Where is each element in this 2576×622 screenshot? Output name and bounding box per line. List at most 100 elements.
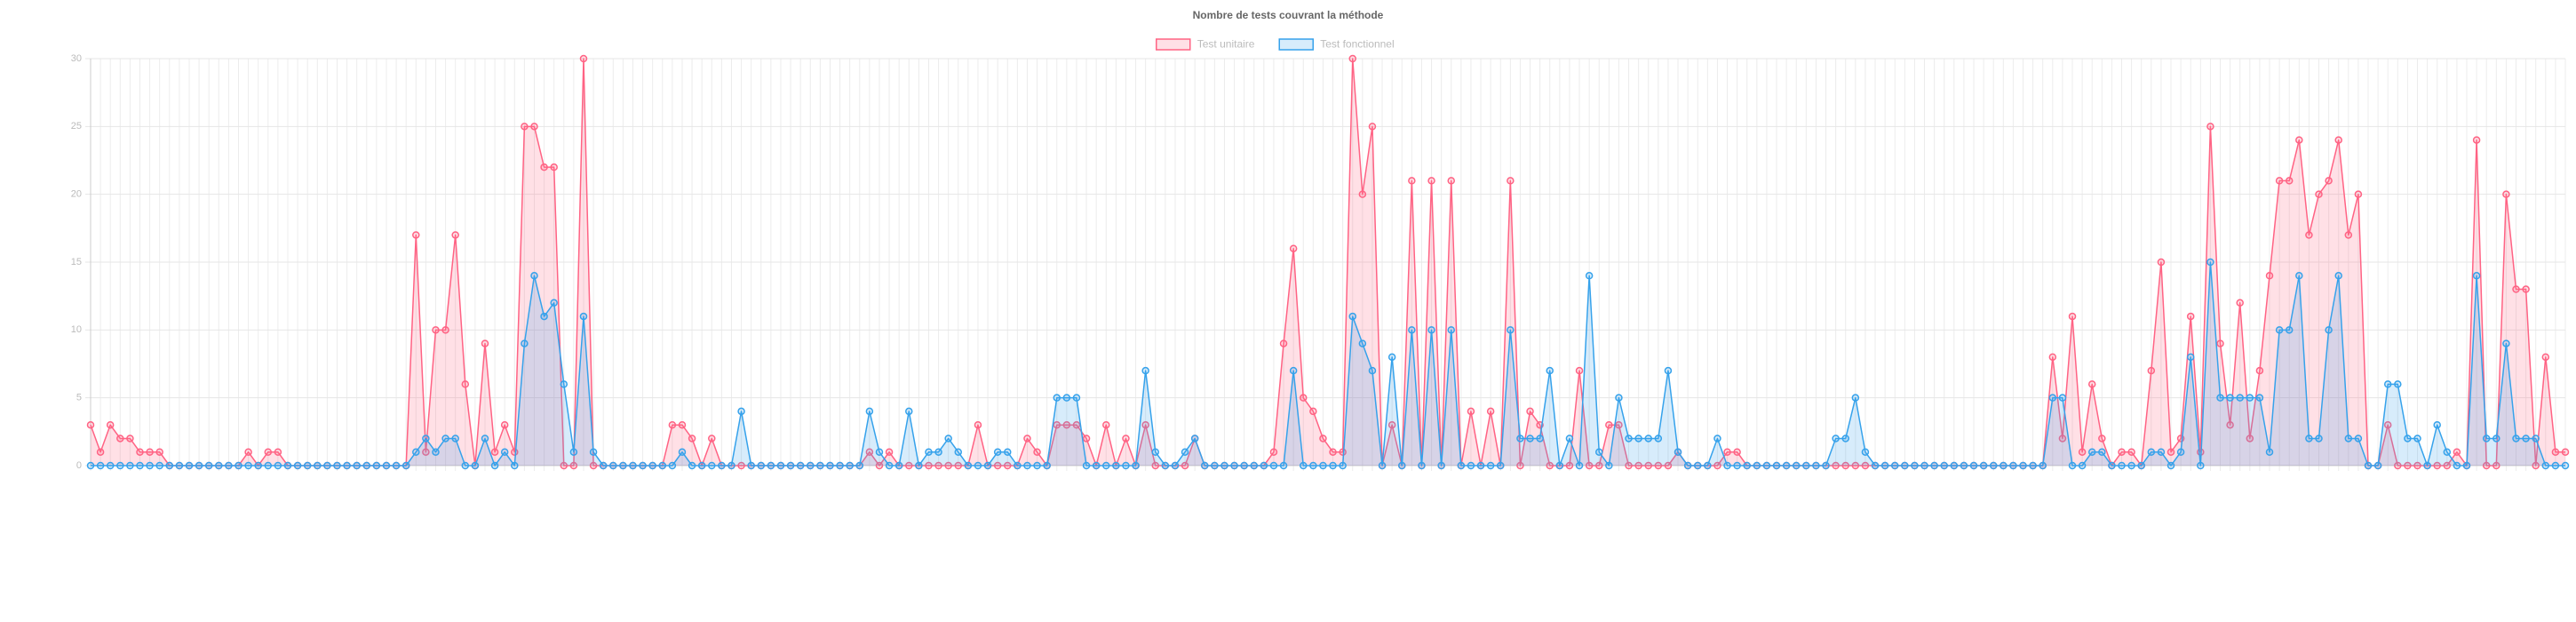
data-point	[1437, 461, 1445, 470]
data-point	[481, 435, 489, 443]
data-point	[441, 435, 449, 443]
data-point	[2000, 461, 2008, 470]
data-point	[2206, 123, 2214, 131]
data-point	[1004, 461, 1012, 470]
data-point	[560, 380, 568, 388]
data-point	[855, 461, 864, 470]
data-point	[1594, 448, 1603, 456]
data-point	[1654, 435, 1663, 443]
data-point	[1683, 461, 1692, 470]
legend-swatch	[1156, 38, 1191, 51]
data-point	[2127, 461, 2135, 470]
data-point	[1812, 461, 1820, 470]
data-point	[2325, 326, 2333, 334]
data-point	[471, 461, 480, 470]
data-point	[2295, 272, 2303, 280]
data-point	[521, 339, 529, 347]
data-point	[540, 312, 548, 321]
data-point	[1762, 461, 1771, 470]
data-point	[1023, 461, 1031, 470]
data-point	[1023, 435, 1031, 443]
data-point	[490, 461, 499, 470]
data-point	[1141, 420, 1149, 429]
data-point	[836, 461, 844, 470]
data-point	[1565, 435, 1574, 443]
y-tick-label: 30	[71, 53, 82, 64]
data-point	[658, 461, 667, 470]
data-point	[1132, 461, 1140, 470]
data-point	[235, 461, 242, 470]
data-point	[2482, 461, 2491, 470]
data-point	[136, 448, 144, 456]
data-point	[2176, 448, 2185, 456]
data-point	[1871, 461, 1880, 470]
data-point	[2236, 394, 2244, 402]
data-point	[2157, 448, 2166, 456]
data-point	[96, 448, 105, 456]
data-point	[1004, 448, 1012, 456]
data-point	[1802, 461, 1810, 470]
data-point	[1319, 435, 1327, 443]
data-point	[1950, 461, 1959, 470]
data-point	[944, 435, 952, 443]
data-point	[1822, 461, 1830, 470]
legend-item: Test fonctionnel	[1278, 38, 1395, 51]
data-point	[1358, 190, 1367, 198]
data-point	[392, 461, 401, 470]
data-point	[2354, 435, 2363, 443]
data-point	[2246, 394, 2254, 402]
data-point	[1851, 394, 1860, 402]
data-point	[905, 461, 913, 470]
data-point	[2532, 435, 2540, 443]
data-point	[708, 435, 716, 443]
data-point	[1792, 461, 1801, 470]
data-point	[875, 461, 884, 470]
data-point	[2561, 448, 2570, 456]
data-point	[2127, 448, 2135, 456]
data-point	[678, 448, 687, 456]
data-point	[2532, 461, 2540, 470]
data-point	[1269, 448, 1278, 456]
data-point	[1467, 461, 1475, 470]
data-point	[2364, 461, 2373, 470]
data-point	[875, 448, 884, 456]
data-point	[2423, 461, 2431, 470]
data-point	[727, 461, 735, 470]
data-point	[2413, 435, 2421, 443]
data-point	[1230, 461, 1238, 470]
data-point	[569, 461, 578, 470]
data-point	[1507, 177, 1515, 185]
data-point	[136, 461, 144, 470]
data-point	[2373, 461, 2382, 470]
data-point	[146, 461, 154, 470]
data-point	[293, 461, 302, 470]
data-point	[1753, 461, 1761, 470]
data-point	[1300, 394, 1308, 402]
data-point	[185, 461, 194, 470]
data-point	[550, 299, 558, 307]
data-point	[589, 461, 598, 470]
legend-swatch	[1278, 38, 1314, 51]
data-point	[1861, 448, 1870, 456]
data-point	[599, 461, 608, 470]
data-point	[1861, 461, 1870, 470]
data-point	[2493, 435, 2500, 443]
data-point	[165, 461, 174, 470]
data-point	[2383, 420, 2392, 429]
data-point	[1644, 461, 1652, 470]
data-point	[1250, 461, 1259, 470]
data-point	[2226, 420, 2234, 429]
data-point	[2058, 435, 2067, 443]
data-point	[796, 461, 805, 470]
data-point	[126, 461, 134, 470]
data-point	[708, 461, 716, 470]
data-point	[648, 461, 656, 470]
data-point	[1072, 420, 1081, 429]
data-point	[2522, 435, 2530, 443]
data-point	[560, 461, 568, 470]
data-point	[1418, 461, 1426, 470]
data-point	[353, 461, 361, 470]
data-point	[1841, 461, 1849, 470]
data-point	[530, 272, 538, 280]
data-point	[1594, 461, 1603, 470]
